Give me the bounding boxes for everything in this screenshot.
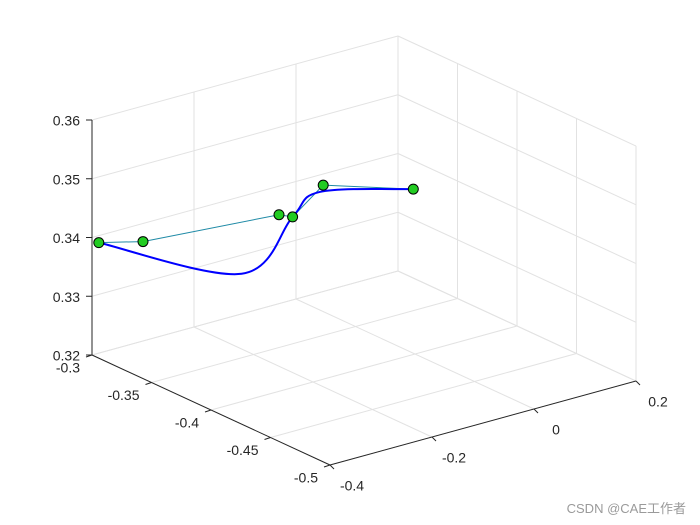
control-polygon-segment: [98, 241, 144, 244]
control-polygon-segment: [142, 214, 280, 243]
z-tick-label: 0.33: [53, 289, 80, 305]
z-tick-label: 0.35: [53, 171, 80, 187]
y-tick-label: -0.4: [175, 415, 199, 431]
control-point-marker: [407, 183, 419, 195]
data-layer: [93, 179, 419, 276]
grid-line: [270, 353, 577, 438]
grid-line: [397, 94, 637, 206]
y-tick: [323, 464, 331, 468]
y-tick-label: -0.45: [227, 442, 259, 458]
x-tick: [635, 380, 641, 386]
z-tick-label: 0.36: [53, 113, 80, 129]
grid-line: [397, 35, 637, 147]
x-tick: [431, 436, 437, 442]
grid-line: [397, 153, 637, 264]
axis-box: [85, 119, 641, 470]
x-tick: [329, 464, 335, 470]
y-tick: [204, 409, 212, 413]
y-tick-label: -0.5: [294, 470, 318, 486]
grid: [91, 35, 637, 466]
control-point-marker: [317, 179, 329, 191]
x-tick: [533, 408, 539, 414]
tick-labels: -0.4 -0.2 0 0.2 -0.3 -0.35 -0.4 -0.45 -0.5 0.32 0.…: [53, 113, 668, 494]
grid-line: [397, 270, 637, 382]
y-tick: [145, 382, 152, 385]
grid-line: [91, 153, 399, 238]
curve-line: [98, 187, 414, 276]
control-point-marker: [287, 211, 299, 223]
grid-line: [91, 35, 399, 121]
x-tick-label: 0: [552, 422, 560, 438]
x-tick-label: 0.2: [648, 394, 668, 410]
watermark: CSDN @CAE工作者: [566, 501, 686, 516]
y-tick: [264, 437, 271, 440]
grid-line: [91, 94, 399, 180]
x-axis-line: [329, 380, 637, 466]
z-tick-label: 0.32: [53, 348, 80, 364]
x-tick-label: -0.2: [442, 450, 466, 466]
y-tick-label: -0.3: [56, 360, 80, 376]
grid-line: [151, 298, 458, 383]
grid-line: [91, 211, 399, 297]
y-tick-label: -0.35: [108, 387, 140, 403]
control-point-marker: [93, 237, 105, 249]
grid-line: [91, 270, 399, 356]
x-tick-label: -0.4: [340, 478, 364, 494]
control-point-marker: [273, 209, 285, 221]
z-tick-label: 0.34: [53, 230, 80, 246]
grid-line: [397, 211, 637, 323]
grid-line: [210, 325, 518, 411]
control-point-marker: [137, 236, 149, 248]
